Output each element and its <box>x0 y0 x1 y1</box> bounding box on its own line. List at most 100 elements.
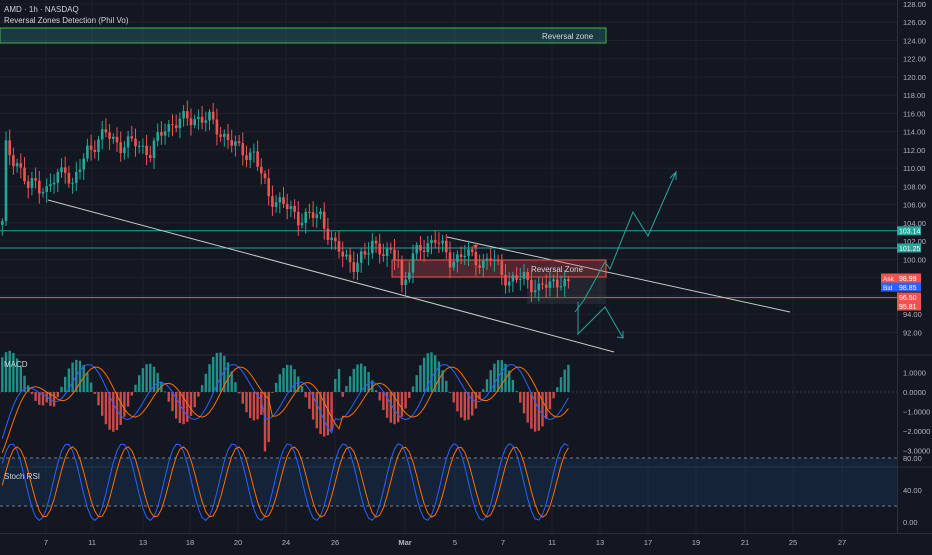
reversal-zone-label: Reversal Zone <box>531 265 584 274</box>
macd-histogram-bar <box>223 355 226 392</box>
candle <box>322 202 326 240</box>
candle <box>234 135 237 157</box>
candle <box>204 111 208 132</box>
price-tick-label: 124.00 <box>903 36 926 45</box>
candle-body <box>4 140 8 222</box>
macd-histogram-bar <box>345 385 348 392</box>
candle <box>208 108 211 131</box>
macd-histogram-bar <box>260 392 263 415</box>
candle <box>415 242 418 261</box>
macd-histogram-bar <box>274 382 278 392</box>
candle-body <box>567 279 570 282</box>
macd-histogram-bar <box>152 366 156 392</box>
candle <box>485 253 489 271</box>
macd-histogram-bar <box>459 392 463 418</box>
candle-body <box>419 244 422 251</box>
candle-body <box>430 239 433 244</box>
macd-histogram-bar <box>426 353 429 392</box>
candle <box>278 192 282 214</box>
candle <box>393 239 396 270</box>
candle-body <box>389 248 393 250</box>
indicator-reversal-box <box>0 27 607 44</box>
candle-body <box>326 228 330 240</box>
candle <box>189 108 193 136</box>
time-tick-label: 13 <box>596 538 604 547</box>
candle-body <box>411 253 415 273</box>
candle <box>26 175 30 199</box>
macd-histogram-bar <box>64 376 67 392</box>
macd-histogram-bar <box>186 392 189 422</box>
macd-histogram-bar <box>297 376 300 392</box>
stoch-d-line <box>1 446 569 518</box>
price-badge: Bid 98.85 <box>881 282 921 292</box>
candle-body <box>426 243 430 252</box>
channel-upper-line <box>446 236 791 313</box>
candle-body <box>285 203 289 209</box>
time-tick-label: 27 <box>838 538 846 547</box>
time-tick-label: 24 <box>282 538 290 547</box>
macd-histogram-bar <box>212 356 215 392</box>
candle-body <box>282 197 285 204</box>
macd-histogram-bar <box>45 392 48 403</box>
candle-body <box>115 136 119 143</box>
macd-title[interactable]: MACD <box>4 360 28 369</box>
candle <box>211 102 215 125</box>
price-tick-label: 104.00 <box>903 219 926 228</box>
candle <box>382 243 385 262</box>
candle-body <box>223 133 226 137</box>
macd-histogram-bar <box>530 392 533 429</box>
candle-body <box>297 211 300 226</box>
candle-body <box>63 167 67 173</box>
macd-histogram-bar <box>23 375 26 392</box>
candle <box>86 138 89 162</box>
macd-histogram-bar <box>1 357 4 392</box>
stoch-title[interactable]: Stoch RSI <box>4 472 41 481</box>
candle-body <box>1 221 4 225</box>
macd-histogram-bar <box>282 367 285 392</box>
macd-histogram-bar <box>4 352 8 392</box>
macd-histogram-bar <box>156 372 159 392</box>
candle <box>156 123 159 147</box>
macd-signal-line <box>1 366 569 453</box>
macd-histogram-bar <box>12 353 15 392</box>
price-tick-label: 94.00 <box>903 310 922 319</box>
candle-body <box>182 110 185 119</box>
candle <box>411 244 415 284</box>
candle <box>519 267 522 291</box>
macd-histogram-bar <box>34 392 37 401</box>
time-tick-label: 17 <box>644 538 652 547</box>
candle <box>152 137 156 169</box>
stoch-band <box>0 458 897 506</box>
bullish-projection-path <box>574 171 677 313</box>
candle <box>496 254 500 265</box>
candle <box>556 272 559 299</box>
candle-body <box>171 124 174 126</box>
candle <box>15 158 19 173</box>
macd-histogram-bar <box>508 370 511 392</box>
macd-histogram-bar <box>526 392 529 423</box>
candle <box>544 274 548 298</box>
candle <box>334 232 337 250</box>
macd-histogram-bar <box>49 392 52 406</box>
candle <box>441 234 444 252</box>
candle <box>197 109 200 130</box>
candle-body <box>356 262 359 273</box>
candle <box>200 105 204 130</box>
candle <box>459 246 463 265</box>
candle <box>215 108 219 146</box>
candle-body <box>89 145 93 150</box>
candle-body <box>526 271 529 280</box>
macd-histogram-bar <box>234 382 237 392</box>
candle <box>219 127 222 142</box>
macd-histogram-bar <box>489 370 492 392</box>
candle <box>515 266 518 283</box>
badge-text: 101.25 <box>899 246 921 253</box>
indicator-header[interactable]: Reversal Zones Detection (Phil Vo) <box>4 16 129 25</box>
symbol-header[interactable]: AMD · 1h · NASDAQ <box>4 5 79 14</box>
macd-histogram-bar <box>112 392 115 432</box>
macd-histogram-bar <box>237 392 241 394</box>
macd-histogram-bar <box>52 392 56 407</box>
time-tick-label: 11 <box>88 538 96 547</box>
